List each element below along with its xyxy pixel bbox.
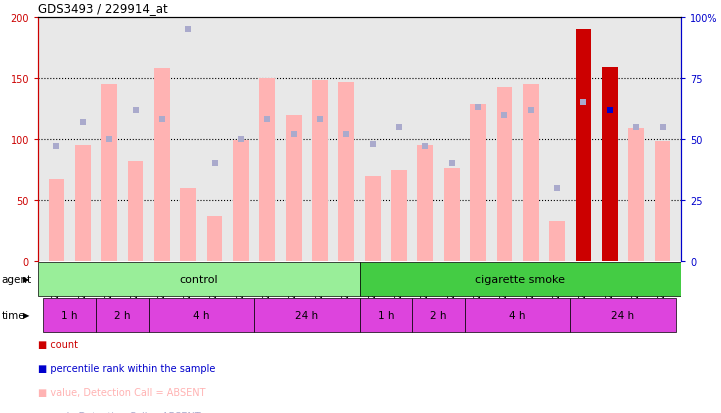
Text: 24 h: 24 h [295, 310, 319, 320]
Bar [38, 262, 360, 297]
Bar [207, 216, 223, 261]
Text: ■ count: ■ count [38, 339, 78, 349]
Bar [96, 298, 149, 332]
Bar [149, 298, 254, 332]
Text: 24 h: 24 h [611, 310, 634, 320]
Bar [523, 85, 539, 261]
Text: time: time [1, 310, 25, 320]
Text: 2 h: 2 h [430, 310, 447, 320]
Bar [260, 79, 275, 261]
Bar [417, 146, 433, 261]
Bar [360, 298, 412, 332]
Bar [128, 161, 143, 261]
Bar [75, 146, 91, 261]
Bar [365, 176, 381, 261]
Bar [575, 30, 591, 261]
Text: ■ value, Detection Call = ABSENT: ■ value, Detection Call = ABSENT [38, 387, 205, 397]
Text: GDS3493 / 229914_at: GDS3493 / 229914_at [38, 2, 168, 15]
Bar [286, 115, 301, 261]
Bar [549, 221, 565, 261]
Bar [43, 298, 96, 332]
Bar [233, 141, 249, 261]
Bar [154, 69, 169, 261]
Bar [470, 104, 486, 261]
Text: 2 h: 2 h [114, 310, 131, 320]
Text: ▶: ▶ [23, 311, 30, 320]
Text: control: control [180, 274, 218, 284]
Bar [570, 298, 676, 332]
Text: ▶: ▶ [23, 275, 30, 284]
Bar [412, 298, 465, 332]
Bar [312, 81, 328, 261]
Text: cigarette smoke: cigarette smoke [475, 274, 565, 284]
Bar [602, 68, 618, 261]
Bar [180, 188, 196, 261]
Text: 1 h: 1 h [61, 310, 78, 320]
Bar [655, 142, 671, 261]
Text: 4 h: 4 h [193, 310, 210, 320]
Bar [338, 83, 354, 261]
Text: agent: agent [1, 274, 32, 284]
Text: ■ percentile rank within the sample: ■ percentile rank within the sample [38, 363, 216, 373]
Bar [254, 298, 360, 332]
Text: ■ rank, Detection Call = ABSENT: ■ rank, Detection Call = ABSENT [38, 411, 200, 413]
Bar [391, 170, 407, 261]
Text: 4 h: 4 h [509, 310, 526, 320]
Bar [48, 180, 64, 261]
Text: 1 h: 1 h [378, 310, 394, 320]
Bar [628, 129, 644, 261]
Bar [444, 169, 460, 261]
Bar [465, 298, 570, 332]
Bar [101, 85, 117, 261]
Bar [360, 262, 681, 297]
Bar [497, 87, 513, 261]
